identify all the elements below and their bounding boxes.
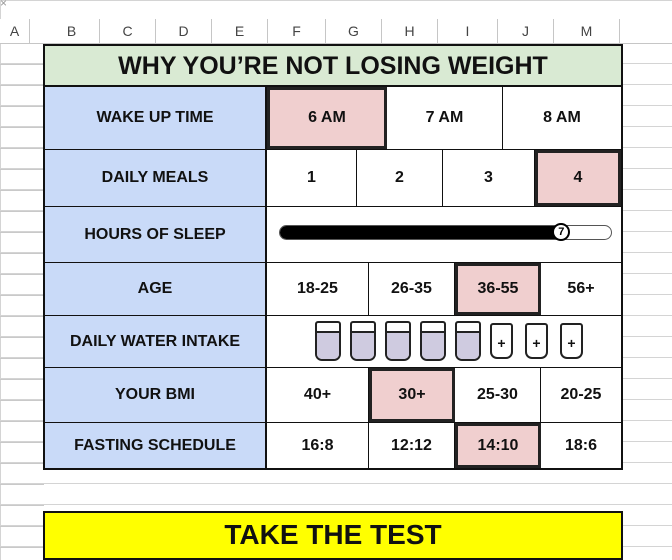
option-25-30[interactable]: 25-30 <box>455 368 541 422</box>
row-fasting-schedule: FASTING SCHEDULE 16:8 12:12 14:10 18:6 <box>45 423 621 468</box>
row-label: DAILY MEALS <box>45 150 267 206</box>
option-group: 18-25 26-35 36-55 56+ <box>267 263 621 315</box>
column-header-e[interactable]: E <box>212 19 268 43</box>
plus-icon: + <box>532 335 541 351</box>
column-header-h[interactable]: H <box>382 19 438 43</box>
row-headers <box>0 43 44 560</box>
water-cup-filled[interactable] <box>420 321 446 361</box>
option-group: 40+ 30+ 25-30 20-25 <box>267 368 621 422</box>
row-label: HOURS OF SLEEP <box>45 207 267 262</box>
option-2[interactable]: 2 <box>357 150 443 206</box>
column-header-c[interactable]: C <box>100 19 156 43</box>
option-7am[interactable]: 7 AM <box>387 87 503 149</box>
option-16-8[interactable]: 16:8 <box>267 423 369 468</box>
water-cup-filled[interactable] <box>315 321 341 361</box>
option-1[interactable]: 1 <box>267 150 357 206</box>
column-header-f[interactable]: F <box>268 19 326 43</box>
row-label: WAKE UP TIME <box>45 87 267 149</box>
sleep-slider[interactable]: 7 <box>267 207 621 262</box>
water-cup-add[interactable]: + <box>525 323 548 359</box>
option-26-35[interactable]: 26-35 <box>369 263 455 315</box>
option-18-25[interactable]: 18-25 <box>267 263 369 315</box>
plus-icon: + <box>497 335 506 351</box>
option-group: 1 2 3 4 <box>267 150 621 206</box>
water-cup-filled[interactable] <box>385 321 411 361</box>
column-header-b[interactable]: B <box>44 19 100 43</box>
row-daily-meals: DAILY MEALS 1 2 3 4 <box>45 150 621 207</box>
option-14-10[interactable]: 14:10 <box>455 423 541 468</box>
page-title: WHY YOU’RE NOT LOSING WEIGHT <box>45 46 621 87</box>
water-cup-add[interactable]: + <box>490 323 513 359</box>
plus-icon: + <box>567 335 576 351</box>
option-18-6[interactable]: 18:6 <box>541 423 621 468</box>
row-age: AGE 18-25 26-35 36-55 56+ <box>45 263 621 316</box>
option-3[interactable]: 3 <box>443 150 535 206</box>
column-header-a[interactable]: A <box>0 19 30 43</box>
water-cup-add[interactable]: + <box>560 323 583 359</box>
row-wake-up-time: WAKE UP TIME 6 AM 7 AM 8 AM <box>45 87 621 150</box>
option-8am[interactable]: 8 AM <box>503 87 621 149</box>
option-30-plus[interactable]: 30+ <box>369 368 455 422</box>
row-your-bmi: YOUR BMI 40+ 30+ 25-30 20-25 <box>45 368 621 423</box>
row-label: FASTING SCHEDULE <box>45 423 267 468</box>
water-cups: + + + <box>267 316 621 367</box>
corner-mark: × <box>0 0 8 10</box>
row-label: DAILY WATER INTAKE <box>45 316 267 367</box>
water-fill <box>352 331 374 359</box>
option-group: 6 AM 7 AM 8 AM <box>267 87 621 149</box>
take-the-test-button[interactable]: TAKE THE TEST <box>43 511 623 560</box>
column-header-m[interactable]: M <box>554 19 620 43</box>
option-12-12[interactable]: 12:12 <box>369 423 455 468</box>
slider-handle[interactable]: 7 <box>552 223 571 241</box>
water-cup-filled[interactable] <box>350 321 376 361</box>
row-hours-of-sleep: HOURS OF SLEEP 7 <box>45 207 621 263</box>
option-4[interactable]: 4 <box>535 150 621 206</box>
quiz-panel: WHY YOU’RE NOT LOSING WEIGHT WAKE UP TIM… <box>43 44 623 470</box>
water-fill <box>457 331 479 359</box>
row-label: AGE <box>45 263 267 315</box>
slider-track[interactable]: 7 <box>279 223 612 241</box>
column-header-d[interactable]: D <box>156 19 212 43</box>
column-header-j[interactable]: J <box>498 19 554 43</box>
option-group: 16:8 12:12 14:10 18:6 <box>267 423 621 468</box>
row-label: YOUR BMI <box>45 368 267 422</box>
column-header-i[interactable]: I <box>438 19 498 43</box>
option-56-plus[interactable]: 56+ <box>541 263 621 315</box>
column-header-g[interactable]: G <box>326 19 382 43</box>
water-fill <box>422 331 444 359</box>
slider-fill <box>280 226 562 239</box>
option-20-25[interactable]: 20-25 <box>541 368 621 422</box>
option-6am[interactable]: 6 AM <box>267 87 387 149</box>
water-fill <box>317 331 339 359</box>
water-cup-filled[interactable] <box>455 321 481 361</box>
water-fill <box>387 331 409 359</box>
option-40-plus[interactable]: 40+ <box>267 368 369 422</box>
row-daily-water-intake: DAILY WATER INTAKE + + + <box>45 316 621 368</box>
option-36-55[interactable]: 36-55 <box>455 263 541 315</box>
column-header-bar: A B C D E F G H I J M <box>0 19 672 44</box>
